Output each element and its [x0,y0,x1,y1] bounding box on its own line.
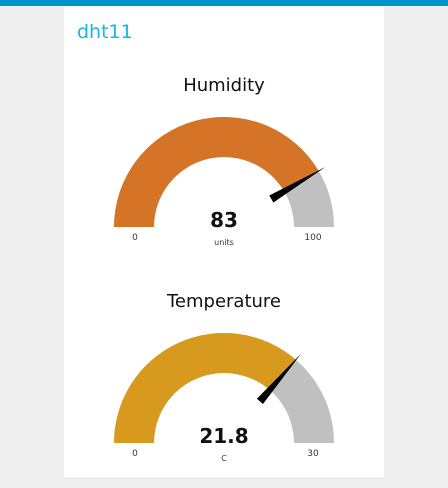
gauge-min: 0 [132,449,138,459]
humidity-gauge: Humidity 83 units 0 100 [64,72,384,272]
gauge-title: Humidity [183,75,265,96]
gauge-max: 30 [307,449,319,459]
gauge-value: 83 [210,208,238,232]
humidity-gauge-graphic [114,117,334,227]
gauge-fill [114,117,319,227]
gauge-fill [114,333,296,443]
top-bar [0,0,448,6]
temperature-gauge-graphic [114,333,334,443]
gauge-title: Temperature [166,291,282,312]
gauge-max: 100 [304,233,322,243]
gauge-value: 21.8 [199,424,249,448]
gauge-units: C [221,454,227,463]
group-title: dht11 [77,21,133,43]
gauge-needle [269,166,326,203]
dashboard-card: dht11 Humidity 83 units 0 100 Temperatur… [64,6,384,477]
temperature-gauge: Temperature 21.8 C 0 30 [64,288,384,488]
gauge-min: 0 [132,233,138,243]
gauge-units: units [214,238,234,247]
gauge-needle [256,353,302,404]
